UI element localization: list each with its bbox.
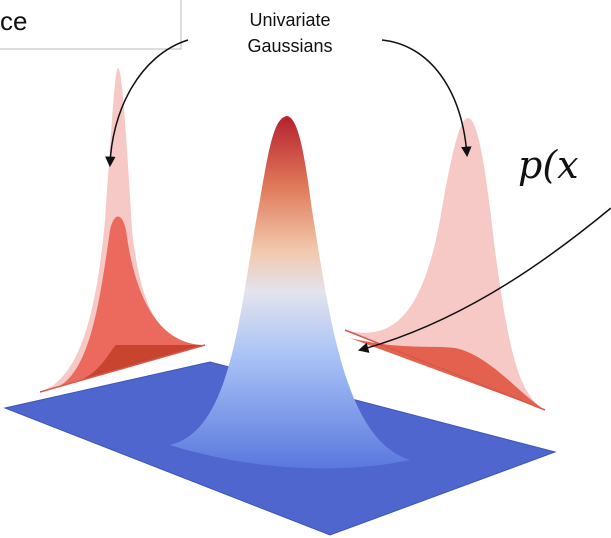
- title-fragment: ce: [0, 6, 27, 36]
- label: Univariate: [249, 10, 330, 30]
- right-gaussian: [345, 118, 545, 410]
- label: Gaussians: [247, 36, 332, 56]
- arrow: [382, 40, 467, 155]
- left-gaussian: [40, 68, 205, 392]
- diagram: ce Univariate Gaussians p(x: [0, 0, 611, 538]
- formula: p(x: [518, 143, 579, 187]
